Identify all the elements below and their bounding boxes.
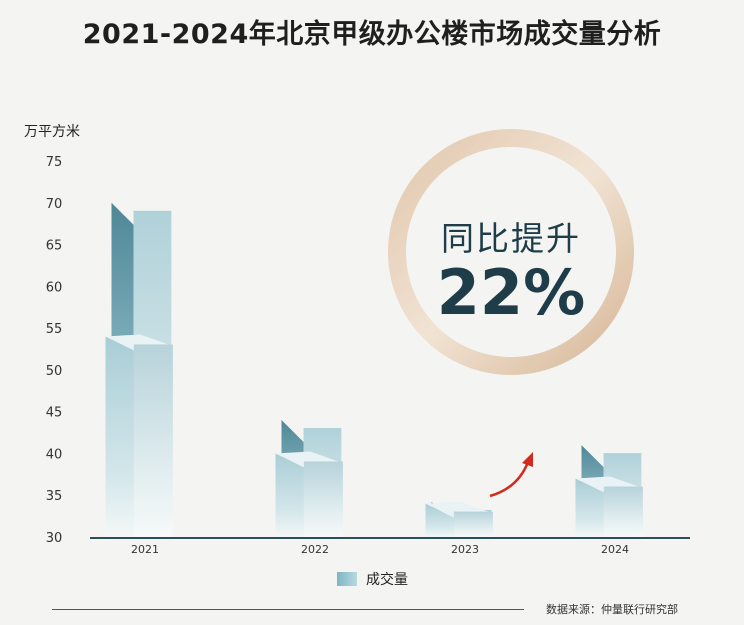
x-tick-label: 2021: [131, 543, 159, 556]
y-tick-label: 30: [46, 531, 63, 546]
data-source: 数据来源：仲量联行研究部: [546, 603, 678, 616]
y-tick-label: 50: [46, 364, 63, 379]
bar-2024: [575, 445, 643, 537]
bar-front-side: [425, 503, 454, 537]
y-tick-label: 55: [46, 322, 63, 337]
y-tick-label: 75: [46, 155, 63, 170]
legend-label: 成交量: [366, 572, 408, 588]
legend-swatch: [337, 572, 357, 586]
highlight-value: 22%: [436, 256, 586, 329]
bar-front-side: [275, 453, 304, 537]
y-tick-label: 45: [46, 406, 63, 421]
x-tick-label: 2022: [301, 543, 329, 556]
footer-divider: [52, 609, 524, 610]
growth-arrow: [489, 461, 530, 498]
bar-front-side: [105, 336, 134, 537]
y-tick-label: 35: [46, 489, 63, 504]
bar-front-face: [603, 486, 643, 537]
bar-2021: [105, 202, 173, 537]
bar-front-face: [303, 461, 343, 537]
bar-2022: [275, 420, 343, 537]
growth-arrow-head: [522, 452, 533, 467]
legend: 成交量: [337, 569, 408, 589]
bar-front-face: [133, 344, 173, 537]
bar-front-face: [453, 511, 493, 537]
y-tick-label: 65: [46, 239, 63, 254]
highlight-ring: [388, 129, 634, 375]
y-axis-unit: 万平方米: [24, 124, 80, 140]
bar-front-side: [575, 478, 604, 537]
x-tick-label: 2024: [601, 543, 629, 556]
y-tick-label: 70: [46, 197, 63, 212]
y-tick-label: 40: [46, 447, 63, 462]
chart-title: 2021-2024年北京甲级办公楼市场成交量分析: [82, 19, 662, 50]
bar-2023: [425, 501, 493, 537]
highlight-label: 同比提升: [441, 219, 581, 258]
y-tick-label: 60: [46, 280, 63, 295]
x-tick-label: 2023: [451, 543, 479, 556]
